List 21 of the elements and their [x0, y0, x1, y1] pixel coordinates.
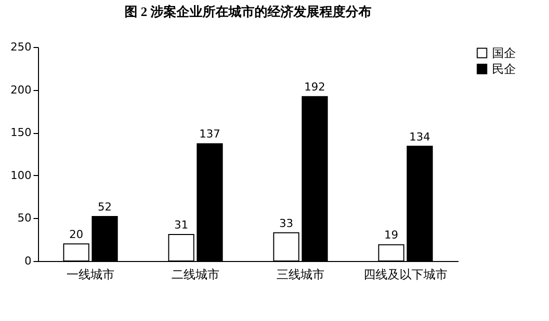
data-label: 137	[199, 128, 220, 141]
x-tick-label: 二线城市	[172, 268, 220, 282]
data-label: 134	[409, 130, 430, 144]
data-label: 19	[384, 228, 398, 242]
data-label: 31	[174, 218, 188, 232]
legend-label: 民企	[492, 62, 516, 76]
x-tick-label: 一线城市	[66, 268, 114, 282]
y-tick-label: 250	[10, 40, 32, 54]
data-label: 52	[98, 200, 112, 214]
data-label: 192	[304, 80, 326, 94]
y-tick-label: 150	[10, 126, 32, 140]
data-label: 20	[69, 228, 84, 241]
y-tick-label: 200	[10, 83, 32, 96]
x-tick-label: 四线及以下城市	[364, 268, 448, 282]
y-tick-label: 0	[24, 254, 32, 268]
y-tick-label: 100	[10, 168, 32, 182]
legend-label: 国企	[492, 46, 516, 60]
x-tick-label: 三线城市	[276, 268, 324, 282]
y-tick-label: 50	[18, 212, 32, 225]
data-label: 33	[279, 216, 294, 230]
chart-title: 图 2 涉案企业所在城市的经济发展程度分布	[124, 4, 372, 19]
